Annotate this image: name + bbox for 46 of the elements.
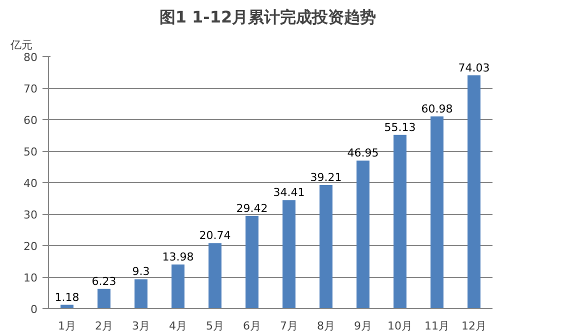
- y-tick-label: 20: [24, 240, 38, 253]
- bar: [134, 279, 148, 308]
- x-tick-label: 3月: [132, 320, 150, 332]
- bar: [98, 288, 110, 308]
- bar: [468, 75, 480, 308]
- y-tick-label: 60: [24, 114, 38, 127]
- chart-title: 图1 1-12月累计完成投资趋势: [159, 8, 376, 26]
- bar: [356, 160, 370, 308]
- y-tick-label: 80: [24, 51, 38, 64]
- x-tick-label: 5月: [206, 320, 224, 332]
- data-label: 39.21: [310, 170, 342, 184]
- data-label: 29.42: [236, 202, 268, 215]
- x-tick-label: 11月: [424, 320, 450, 332]
- bar: [394, 134, 406, 308]
- bar: [282, 200, 296, 308]
- data-label: 9.3: [132, 265, 150, 278]
- x-tick-label: 7月: [280, 320, 298, 332]
- y-tick-label: 40: [24, 177, 38, 190]
- bar: [430, 116, 444, 308]
- data-label: 1.18: [54, 290, 80, 304]
- x-tick-label: 8月: [317, 320, 335, 332]
- x-tick-label: 10月: [388, 320, 412, 332]
- y-tick-label: 0: [30, 303, 38, 316]
- data-label: 6.23: [92, 274, 116, 288]
- data-label: 60.98: [421, 102, 453, 116]
- data-label: 20.74: [199, 229, 231, 242]
- x-tick-label: 2月: [95, 320, 113, 332]
- x-tick-label: 9月: [354, 320, 372, 332]
- x-tick-label: 6月: [243, 320, 261, 332]
- data-label: 46.95: [347, 146, 379, 160]
- bar: [320, 184, 332, 308]
- x-tick-label: 12月: [462, 320, 486, 332]
- bar: [246, 216, 258, 308]
- y-axis-title: 亿元: [10, 38, 32, 52]
- y-tick-label: 50: [24, 146, 38, 158]
- data-label: 13.98: [162, 250, 194, 264]
- x-tick-label: 4月: [169, 320, 187, 332]
- x-tick-label: 1月: [58, 320, 76, 332]
- data-label: 74.03: [458, 61, 490, 74]
- y-tick-label: 10: [24, 272, 38, 284]
- bar: [208, 243, 222, 308]
- data-label: 55.13: [384, 120, 416, 134]
- data-label: 34.41: [273, 186, 305, 200]
- y-tick-label: 30: [24, 208, 38, 222]
- y-tick-label: 70: [24, 82, 38, 96]
- bar: [172, 264, 184, 308]
